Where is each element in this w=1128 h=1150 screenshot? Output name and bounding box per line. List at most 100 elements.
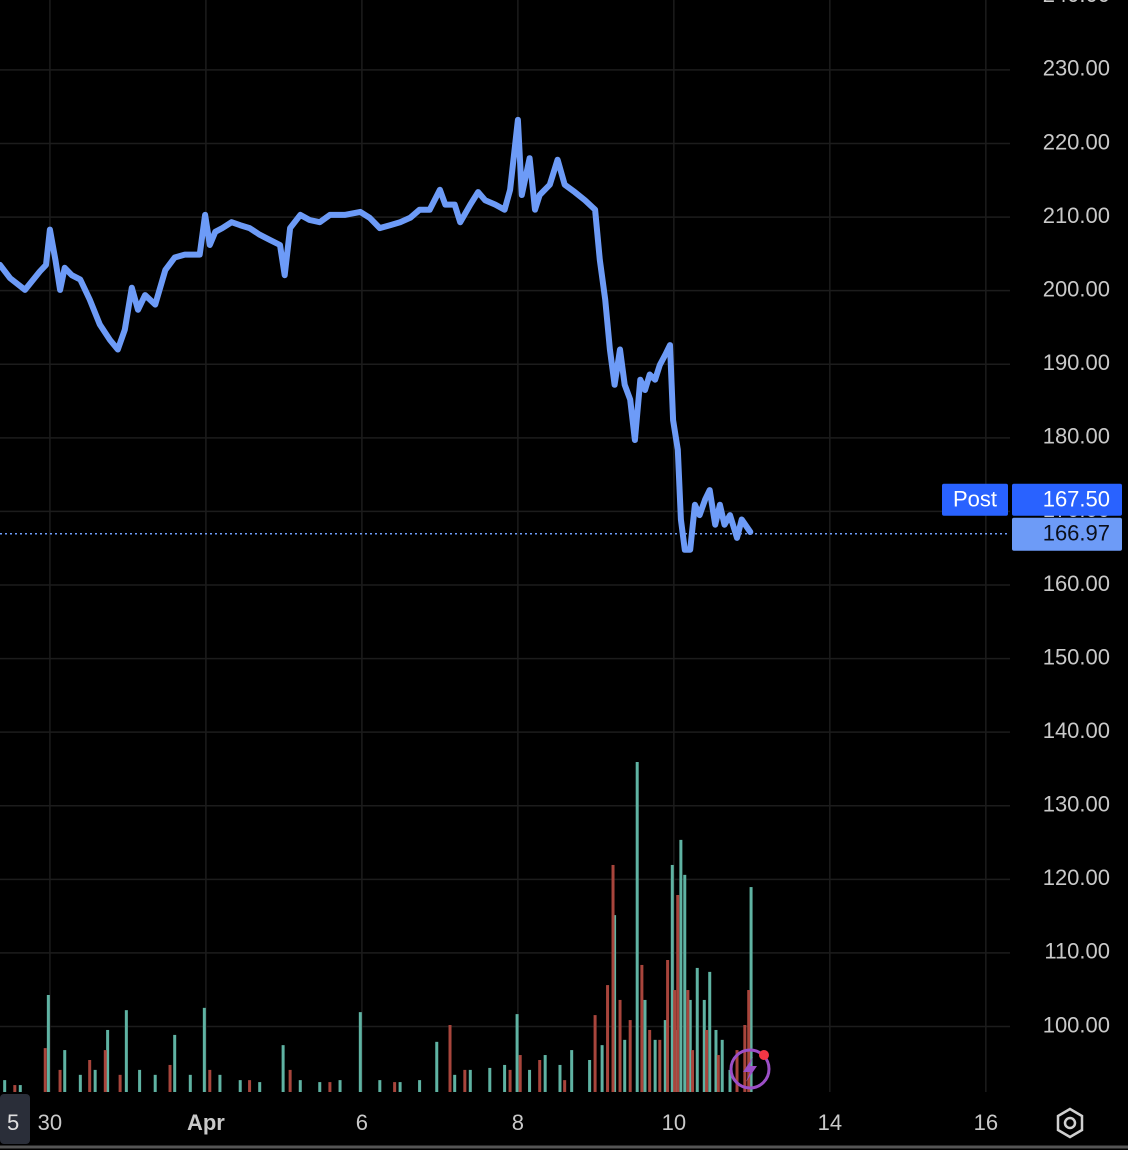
price-tag-label: 167.50 xyxy=(1043,487,1110,512)
volume-bar xyxy=(202,1007,206,1092)
y-tick-label: 130.00 xyxy=(1043,792,1110,817)
volume-bar xyxy=(593,1015,597,1092)
volume-bar xyxy=(188,1074,192,1092)
volume-bar xyxy=(508,1069,512,1092)
volume-bar xyxy=(338,1080,342,1092)
volume-bar xyxy=(695,967,699,1092)
x-edge-label: 5 xyxy=(7,1110,19,1135)
icon-hex xyxy=(1056,1107,1084,1139)
volume-bar xyxy=(58,1069,62,1092)
volume-bar xyxy=(670,864,674,1092)
volume-bar xyxy=(298,1080,302,1092)
volume-bar xyxy=(218,1074,222,1092)
volume-bar xyxy=(43,1048,47,1092)
volume-bar xyxy=(635,762,639,1092)
volume-bar xyxy=(702,999,706,1092)
volume-bar xyxy=(208,1069,212,1092)
volume-bar xyxy=(714,1029,718,1092)
volume-bar xyxy=(453,1074,457,1092)
volume-bar xyxy=(63,1050,67,1092)
volume-bar xyxy=(735,1050,739,1092)
volume-bar xyxy=(666,960,670,1092)
volume-bar xyxy=(258,1082,262,1092)
volume-bar xyxy=(173,1034,177,1092)
price-tag-label: 166.97 xyxy=(1043,521,1110,546)
volume-bar xyxy=(747,990,751,1092)
icon-bolt xyxy=(743,1057,757,1082)
x-tick-label: 10 xyxy=(662,1110,686,1135)
volume-bar xyxy=(570,1050,574,1092)
volume-bar xyxy=(103,1050,107,1092)
volume-bar xyxy=(543,1055,547,1092)
volume-bar xyxy=(688,999,692,1092)
volume-bar xyxy=(705,1029,709,1092)
volume-bar xyxy=(674,1029,678,1092)
volume-bar xyxy=(3,1080,7,1092)
volume-bar xyxy=(463,1069,467,1092)
volume-bar xyxy=(611,864,615,1092)
volume-bar xyxy=(691,1050,695,1092)
volume-bar xyxy=(623,1039,627,1092)
volume-bar xyxy=(563,1080,567,1092)
volume-bar xyxy=(648,1029,652,1092)
session-tag xyxy=(942,483,1008,516)
volume-bar xyxy=(628,1020,632,1092)
volume-bar xyxy=(686,990,690,1092)
volume-bar xyxy=(515,1014,519,1092)
x-tick-label: 30 xyxy=(38,1110,62,1135)
volume-bar xyxy=(618,999,622,1092)
x-edge-box xyxy=(0,1094,30,1144)
x-tick-label: 16 xyxy=(974,1110,998,1135)
icon-dot xyxy=(759,1050,769,1060)
volume-bar xyxy=(679,839,683,1092)
volume-bar xyxy=(673,990,677,1092)
price-tag xyxy=(1012,517,1122,551)
volume-bar xyxy=(398,1082,402,1092)
y-tick-label: 230.00 xyxy=(1043,56,1110,81)
volume-bar xyxy=(716,1055,720,1092)
y-tick-label: 160.00 xyxy=(1043,571,1110,596)
volume-bar xyxy=(88,1059,92,1092)
volume-bar xyxy=(118,1074,122,1092)
volume-bar xyxy=(93,1069,97,1092)
icon-center xyxy=(1063,1116,1077,1130)
volume-bar xyxy=(749,887,753,1092)
axis: 100.00 110.00 120.00 130.00 140.00 150.00 160.… xyxy=(38,0,1122,1135)
volume-bar xyxy=(503,1064,507,1092)
volume-bar xyxy=(448,1025,452,1092)
volume-bar xyxy=(613,915,617,1092)
volume-bar xyxy=(238,1080,242,1092)
volume-bar xyxy=(720,1039,724,1092)
volume-bar xyxy=(378,1080,382,1092)
settings-icon[interactable] xyxy=(1056,1107,1084,1139)
volume-bar xyxy=(168,1064,172,1092)
volume-bar xyxy=(708,971,712,1092)
x-tick-label: Apr xyxy=(187,1110,225,1135)
volume-bar xyxy=(558,1064,562,1092)
volume-bar xyxy=(393,1082,397,1092)
y-tick-label: 240.00 xyxy=(1043,0,1110,7)
x-tick-label: 6 xyxy=(356,1110,368,1135)
volume-bar xyxy=(318,1082,322,1092)
volume-bar xyxy=(488,1067,492,1092)
y-tick-label: 120.00 xyxy=(1043,865,1110,890)
y-tick-label: 150.00 xyxy=(1043,644,1110,669)
volume-bar xyxy=(653,1039,657,1092)
volume-bar xyxy=(528,1069,532,1092)
x-tick-label: 8 xyxy=(512,1110,524,1135)
y-tick-label: 220.00 xyxy=(1043,129,1110,154)
volume-bar xyxy=(600,1045,604,1092)
y-tick-label: 180.00 xyxy=(1043,424,1110,449)
volume-bar xyxy=(743,1025,747,1092)
x-tick-label: 14 xyxy=(818,1110,842,1135)
y-tick-label: 190.00 xyxy=(1043,350,1110,375)
volume-bar xyxy=(676,894,680,1092)
lightning-icon[interactable] xyxy=(729,1048,771,1090)
volume-bar xyxy=(106,1029,110,1092)
volume-bar xyxy=(288,1069,292,1092)
volume-bar xyxy=(518,1055,522,1092)
volume-bar xyxy=(683,874,687,1092)
grid xyxy=(0,0,1010,1092)
